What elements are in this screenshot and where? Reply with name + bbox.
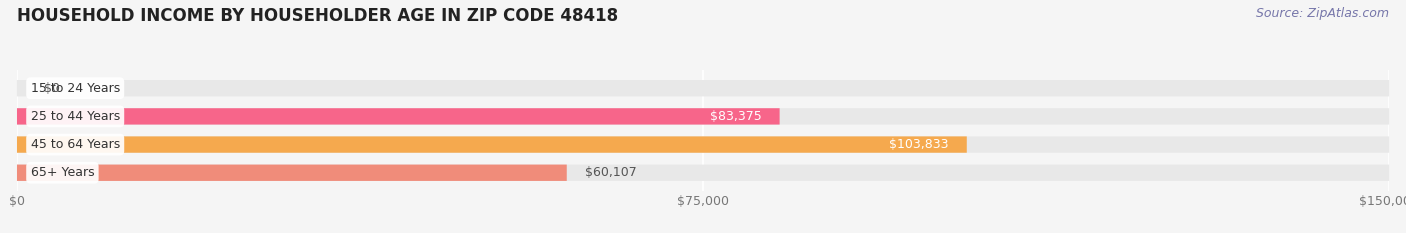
- Text: $60,107: $60,107: [585, 166, 637, 179]
- FancyBboxPatch shape: [17, 136, 967, 153]
- Text: $0: $0: [45, 82, 60, 95]
- Text: $103,833: $103,833: [889, 138, 949, 151]
- Text: Source: ZipAtlas.com: Source: ZipAtlas.com: [1256, 7, 1389, 20]
- Text: $83,375: $83,375: [710, 110, 761, 123]
- Text: 25 to 44 Years: 25 to 44 Years: [31, 110, 120, 123]
- FancyBboxPatch shape: [17, 80, 1389, 96]
- FancyBboxPatch shape: [17, 108, 1389, 125]
- FancyBboxPatch shape: [17, 164, 1389, 181]
- FancyBboxPatch shape: [17, 108, 779, 125]
- Text: 15 to 24 Years: 15 to 24 Years: [31, 82, 120, 95]
- FancyBboxPatch shape: [17, 136, 1389, 153]
- Text: HOUSEHOLD INCOME BY HOUSEHOLDER AGE IN ZIP CODE 48418: HOUSEHOLD INCOME BY HOUSEHOLDER AGE IN Z…: [17, 7, 619, 25]
- FancyBboxPatch shape: [17, 164, 567, 181]
- Text: 65+ Years: 65+ Years: [31, 166, 94, 179]
- Text: 45 to 64 Years: 45 to 64 Years: [31, 138, 120, 151]
